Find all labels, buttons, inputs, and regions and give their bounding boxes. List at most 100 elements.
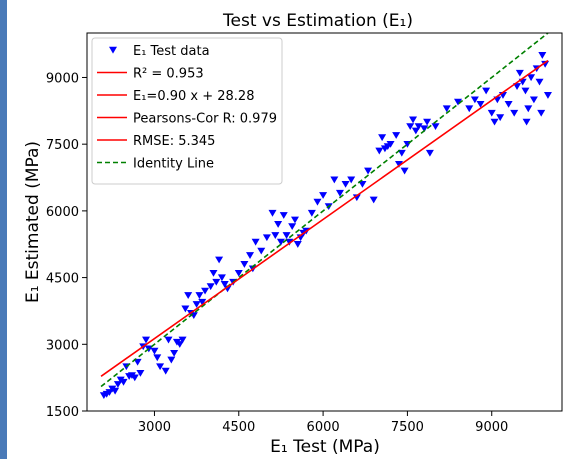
data-point (524, 105, 533, 113)
data-point (246, 252, 255, 259)
data-point (234, 269, 243, 277)
data-point (414, 123, 423, 130)
data-point (529, 96, 538, 104)
fit-line (100, 59, 549, 377)
y-tick-label: 7500 (46, 138, 79, 153)
data-point (201, 287, 210, 295)
data-point (175, 341, 184, 348)
data-point (476, 100, 485, 108)
data-point (442, 105, 451, 113)
data-point (240, 261, 249, 268)
data-point (496, 114, 505, 122)
data-point (543, 92, 552, 99)
y-axis: 1500 3000 4500 6000 7500 9000 (46, 71, 87, 420)
legend-label: R² = 0.953 (133, 67, 204, 82)
y-tick-label: 9000 (46, 71, 79, 86)
legend-marker (109, 46, 117, 54)
data-point (527, 74, 536, 82)
data-point (537, 109, 546, 117)
data-point (268, 209, 277, 217)
y-axis-label: E₁ Estimated (MPa) (23, 141, 43, 303)
data-point (133, 358, 142, 366)
legend-label: Identity Line (133, 157, 214, 172)
data-point (223, 285, 232, 293)
legend: E₁ Test data R² = 0.953 E₁=0.90 x + 28.28 P… (91, 37, 283, 185)
data-point (425, 149, 434, 157)
data-point (335, 189, 344, 197)
data-point (369, 196, 378, 204)
data-point (274, 221, 283, 228)
data-point (423, 118, 432, 126)
x-tick-label: 6000 (307, 420, 340, 435)
data-point (293, 241, 302, 248)
data-point (504, 100, 513, 108)
data-point (409, 116, 418, 124)
data-point (470, 96, 479, 104)
data-point (119, 378, 128, 386)
data-point (394, 160, 403, 168)
legend-label: Pearsons-Cor R: 0.979 (133, 112, 277, 127)
data-point (276, 238, 285, 246)
data-point (482, 87, 491, 95)
data-point (392, 132, 401, 139)
data-point (198, 298, 207, 306)
x-axis: 3000 4500 6000 7500 9000 (138, 411, 508, 435)
chart-marks (99, 32, 552, 400)
data-point (490, 118, 499, 126)
left-accent-bar (0, 0, 7, 459)
data-point (538, 52, 547, 59)
data-point (195, 292, 204, 299)
data-point (153, 354, 162, 362)
data-point (420, 125, 429, 133)
data-point (178, 336, 187, 344)
data-point (406, 123, 415, 130)
y-tick-label: 3000 (46, 338, 79, 353)
data-point (535, 78, 544, 86)
legend-label: E₁=0.90 x + 28.28 (133, 89, 254, 104)
data-point (282, 232, 291, 239)
data-point (184, 292, 193, 299)
data-point (111, 387, 120, 395)
data-point (285, 238, 294, 246)
data-point (192, 301, 201, 308)
x-tick-label: 4500 (222, 420, 255, 435)
data-point (347, 176, 356, 184)
data-point (156, 363, 165, 371)
data-point (181, 305, 190, 313)
x-tick-label: 9000 (475, 420, 508, 435)
legend-box (91, 37, 283, 185)
data-point (330, 176, 339, 184)
data-point (212, 278, 221, 286)
data-point (164, 336, 173, 344)
data-point (257, 247, 266, 255)
data-point (130, 374, 139, 382)
data-point (319, 192, 328, 199)
data-point (513, 83, 522, 90)
data-point (510, 109, 519, 117)
data-point (215, 256, 224, 264)
data-point (341, 181, 350, 188)
data-point (271, 232, 280, 239)
data-point (375, 147, 384, 155)
data-point (487, 109, 496, 117)
data-point (279, 212, 288, 219)
data-point (541, 60, 550, 68)
data-point (150, 347, 159, 355)
data-point (251, 238, 260, 246)
data-point (206, 283, 215, 291)
data-point (262, 234, 271, 242)
legend-label: E₁ Test data (133, 44, 210, 59)
identity-line (100, 32, 549, 388)
chart-title: Test vs Estimation (E₁) (222, 11, 413, 31)
plot-frame (86, 32, 563, 412)
data-point (521, 87, 530, 95)
data-point (209, 269, 218, 277)
data-point (220, 281, 229, 288)
data-point (136, 370, 145, 377)
data-point (170, 349, 179, 357)
data-point (386, 140, 395, 148)
data-point (397, 149, 406, 157)
y-tick-label: 1500 (46, 405, 79, 420)
data-point (411, 127, 420, 135)
data-point (113, 381, 122, 388)
